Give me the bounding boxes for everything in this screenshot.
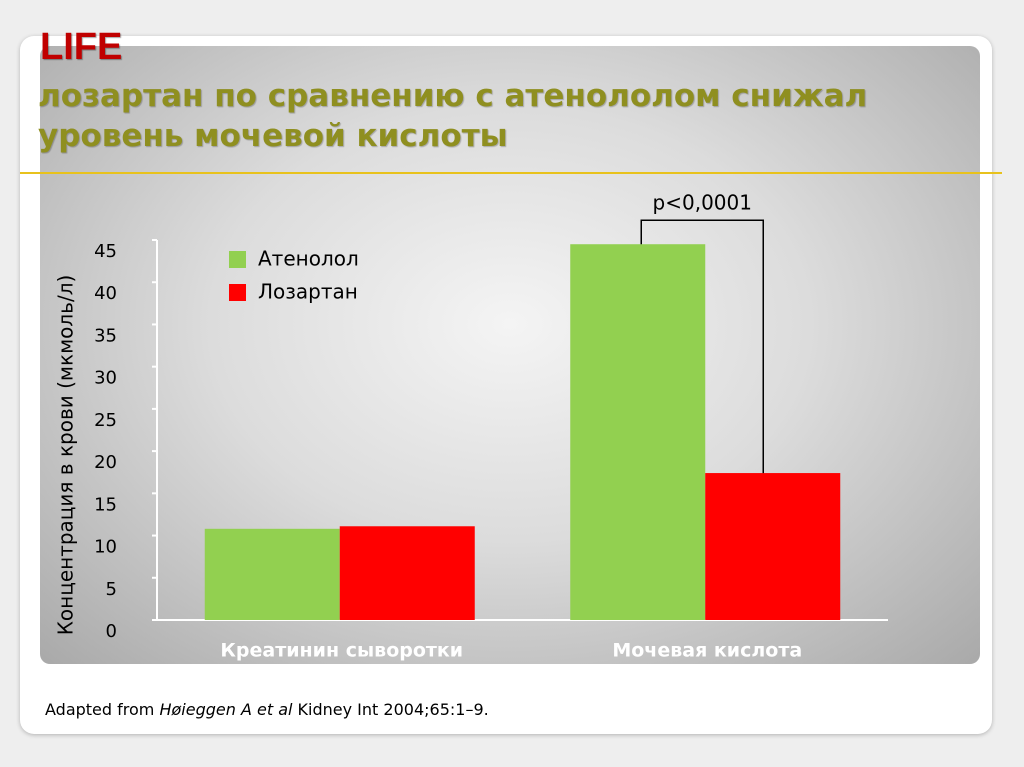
bar — [204, 528, 340, 620]
legend-swatch — [229, 284, 246, 301]
bar — [570, 244, 706, 620]
legend-label: Лозартан — [258, 280, 358, 304]
y-tick-label: 0 — [106, 621, 117, 642]
legend-swatch — [229, 251, 246, 268]
y-tick-label: 15 — [94, 494, 117, 515]
y-tick-label: 35 — [94, 325, 117, 346]
slide-subtitle: лозартан по сравнению с атенололом снижа… — [38, 78, 868, 114]
x-tick-label: Мочевая кислота — [612, 640, 802, 662]
bar — [339, 526, 475, 620]
y-axis-label: Концентрация в крови (мкмоль/л) — [54, 275, 78, 636]
source-note: Adapted from Høieggen A et al Kidney Int… — [45, 699, 565, 720]
legend-label: Атенолол — [258, 247, 359, 271]
significance-bracket — [640, 219, 764, 474]
y-tick-label: 45 — [94, 241, 117, 262]
y-tick-label: 20 — [94, 452, 117, 473]
source-prefix: Adapted from — [45, 700, 155, 719]
source-ref: Kidney Int 2004;65:1–9. — [297, 700, 489, 719]
x-tick-label: Креатинин сыворотки — [220, 640, 463, 662]
y-tick-label: 5 — [106, 579, 117, 600]
significance-label: p<0,0001 — [653, 191, 752, 215]
y-tick-label: 10 — [94, 537, 117, 558]
slide-title: LIFE — [40, 26, 123, 68]
y-tick-label: 30 — [94, 368, 117, 389]
bar — [705, 473, 841, 620]
y-tick-label: 25 — [94, 410, 117, 431]
title-rule — [20, 172, 1002, 174]
y-tick-label: 40 — [94, 283, 117, 304]
source-author: Høieggen A et al — [159, 700, 293, 719]
slide-subtitle: уровень мочевой кислоты — [38, 118, 508, 154]
